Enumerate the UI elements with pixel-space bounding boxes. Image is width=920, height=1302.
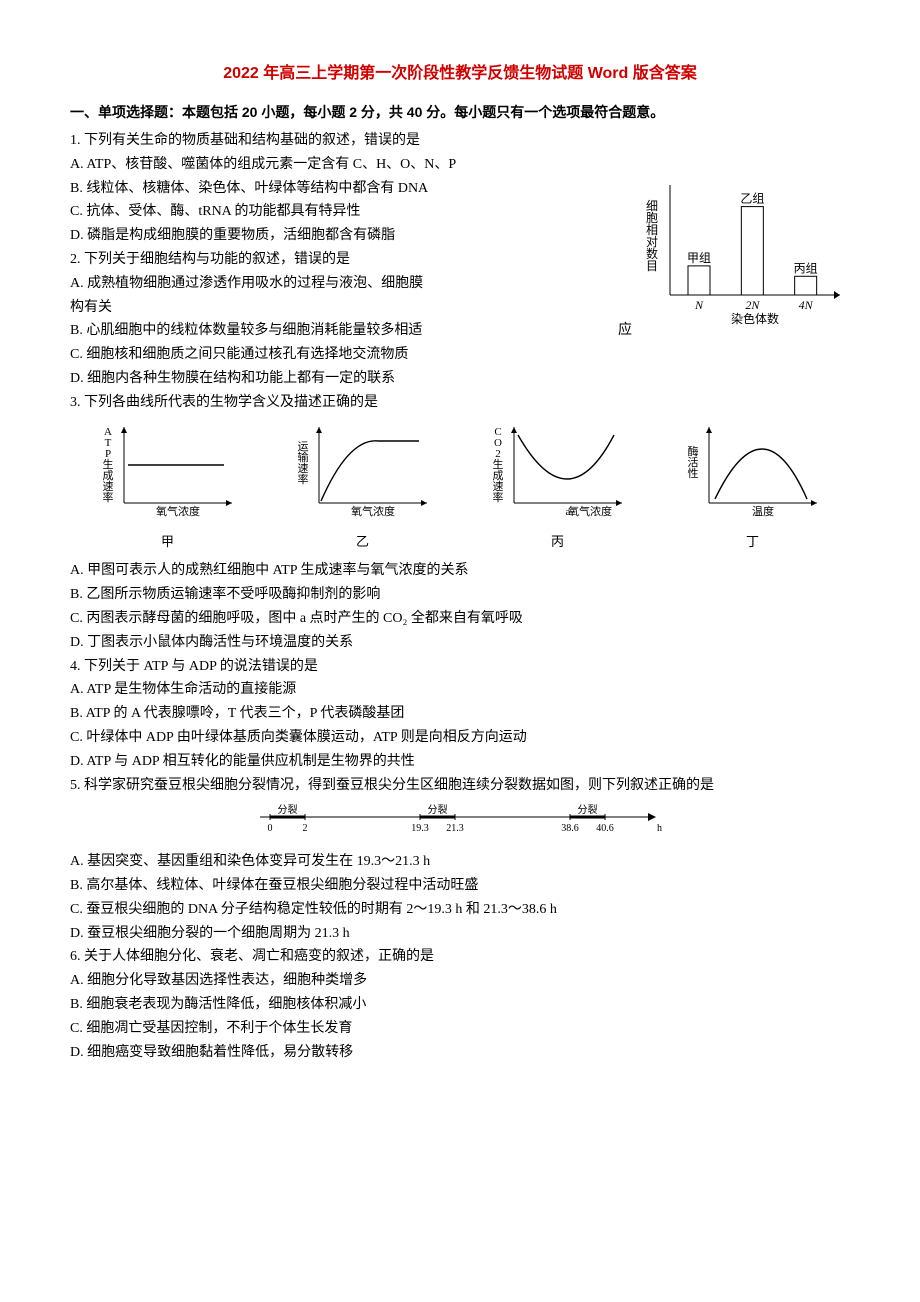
timeline-svg: 分裂 分裂 分裂 0 2 19.3 21.3 38.6 40.6 h — [250, 801, 670, 837]
q6-opt-b: B. 细胞衰老表现为酶活性降低，细胞核体积减小 — [70, 993, 850, 1017]
q1-stem: 1. 下列有关生命的物质基础和结构基础的叙述，错误的是 — [70, 129, 850, 153]
svg-text:丙组: 丙组 — [794, 261, 818, 275]
mini-chart-caption: 甲 — [98, 531, 238, 553]
svg-text:染色体数: 染色体数 — [731, 311, 779, 326]
q5-opt-d: D. 蚕豆根尖细胞分裂的一个细胞周期为 21.3 h — [70, 922, 850, 946]
q3-opt-d: D. 丁图表示小鼠体内酶活性与环境温度的关系 — [70, 631, 850, 655]
q6-opt-c: C. 细胞凋亡受基因控制，不利于个体生长发育 — [70, 1017, 850, 1041]
q3-opt-b: B. 乙图所示物质运输速率不受呼吸酶抑制剂的影响 — [70, 583, 850, 607]
q2-a-pre: A. 成熟植物细胞通过渗透作用吸水的过程与液泡、细胞膜 — [70, 276, 423, 291]
q6-opt-a: A. 细胞分化导致基因选择性表达，细胞种类增多 — [70, 969, 850, 993]
q3-opt-c: C. 丙图表示酵母菌的细胞呼吸，图中 a 点时产生的 CO₂ 全都来自有氧呼吸 — [70, 607, 850, 631]
svg-text:0: 0 — [268, 823, 273, 834]
q2-opt-c: C. 细胞核和细胞质之间只能通过核孔有选择地交流物质 — [70, 343, 850, 367]
mini-chart-丙: CO2生成速率a氧气浓度丙 — [488, 421, 628, 554]
section-header: 一、单项选择题：本题包括 20 小题，每小题 2 分，共 40 分。每小题只有一… — [70, 101, 850, 125]
timeline: 分裂 分裂 分裂 0 2 19.3 21.3 38.6 40.6 h — [70, 801, 850, 846]
svg-text:h: h — [657, 823, 662, 834]
q5-opt-c: C. 蚕豆根尖细胞的 DNA 分子结构稳定性较低的时期有 2～19.3 h 和 … — [70, 898, 850, 922]
q4-opt-a: A. ATP 是生物体生命活动的直接能源 — [70, 678, 850, 702]
mini-chart-row: ATP生成速率氧气浓度甲运输速率氧气浓度乙CO2生成速率a氧气浓度丙酶活性温度丁 — [70, 421, 850, 554]
svg-text:2N: 2N — [745, 298, 760, 312]
mini-chart-甲: ATP生成速率氧气浓度甲 — [98, 421, 238, 554]
q4-opt-b: B. ATP 的 A 代表腺嘌呤，T 代表三个，P 代表磷酸基团 — [70, 702, 850, 726]
svg-text:乙组: 乙组 — [740, 191, 764, 205]
q3-stem: 3. 下列各曲线所代表的生物学含义及描述正确的是 — [70, 391, 850, 415]
mini-chart-caption: 丁 — [683, 531, 823, 553]
q2-b-pre: B. 心肌细胞中的线粒体数量较多与细胞消耗能量较多相适 — [70, 323, 422, 338]
svg-text:CO2生成速率: CO2生成速率 — [492, 426, 503, 504]
bar-chart: 细胞相对数目甲组 N 乙组 2N 丙组 4N 染色体数 — [640, 177, 850, 336]
svg-text:氧气浓度: 氧气浓度 — [156, 504, 200, 518]
svg-text:21.3: 21.3 — [446, 823, 464, 834]
mini-chart-caption: 乙 — [293, 531, 433, 553]
q5-opt-b: B. 高尔基体、线粒体、叶绿体在蚕豆根尖细胞分裂过程中活动旺盛 — [70, 874, 850, 898]
svg-text:ATP生成速率: ATP生成速率 — [102, 426, 113, 504]
svg-text:甲组: 甲组 — [687, 250, 711, 264]
svg-text:N: N — [694, 298, 704, 312]
q4-opt-c: C. 叶绿体中 ADP 由叶绿体基质向类囊体膜运动，ATP 则是向相反方向运动 — [70, 726, 850, 750]
mini-chart-乙: 运输速率氧气浓度乙 — [293, 421, 433, 554]
svg-text:氧气浓度: 氧气浓度 — [568, 504, 612, 518]
svg-text:温度: 温度 — [752, 504, 774, 518]
svg-text:分裂: 分裂 — [428, 803, 448, 816]
mini-chart-caption: 丙 — [488, 531, 628, 553]
svg-text:2: 2 — [303, 823, 308, 834]
page-title: 2022 年高三上学期第一次阶段性教学反馈生物试题 Word 版含答案 — [70, 60, 850, 87]
q4-opt-d: D. ATP 与 ADP 相互转化的能量供应机制是生物界的共性 — [70, 750, 850, 774]
q2-opt-d: D. 细胞内各种生物膜在结构和功能上都有一定的联系 — [70, 367, 850, 391]
svg-text:分裂: 分裂 — [578, 803, 598, 816]
q2-b-suf: 应 — [618, 319, 632, 343]
q6-opt-d: D. 细胞癌变导致细胞黏着性降低，易分散转移 — [70, 1041, 850, 1065]
svg-text:38.6: 38.6 — [561, 823, 579, 834]
q5-stem: 5. 科学家研究蚕豆根尖细胞分裂情况，得到蚕豆根尖分生区细胞连续分裂数据如图，则… — [70, 774, 850, 798]
mini-chart-丁: 酶活性温度丁 — [683, 421, 823, 554]
bar-chart-svg: 细胞相对数目甲组 N 乙组 2N 丙组 4N 染色体数 — [640, 177, 850, 327]
svg-text:19.3: 19.3 — [411, 823, 429, 834]
svg-text:运输速率: 运输速率 — [297, 440, 308, 486]
q1-opt-a: A. ATP、核苷酸、噬菌体的组成元素一定含有 C、H、O、N、P — [70, 153, 850, 177]
svg-text:酶活性: 酶活性 — [687, 445, 698, 480]
q4-stem: 4. 下列关于 ATP 与 ADP 的说法错误的是 — [70, 655, 850, 679]
svg-text:分裂: 分裂 — [278, 803, 298, 816]
q6-stem: 6. 关于人体细胞分化、衰老、凋亡和癌变的叙述，正确的是 — [70, 945, 850, 969]
svg-text:40.6: 40.6 — [596, 823, 614, 834]
q5-opt-a: A. 基因突变、基因重组和染色体变异可发生在 19.3～21.3 h — [70, 850, 850, 874]
q3-opt-a: A. 甲图可表示人的成熟红细胞中 ATP 生成速率与氧气浓度的关系 — [70, 559, 850, 583]
svg-text:细胞相对数目: 细胞相对数目 — [646, 199, 658, 273]
svg-text:4N: 4N — [799, 298, 814, 312]
svg-text:氧气浓度: 氧气浓度 — [351, 504, 395, 518]
